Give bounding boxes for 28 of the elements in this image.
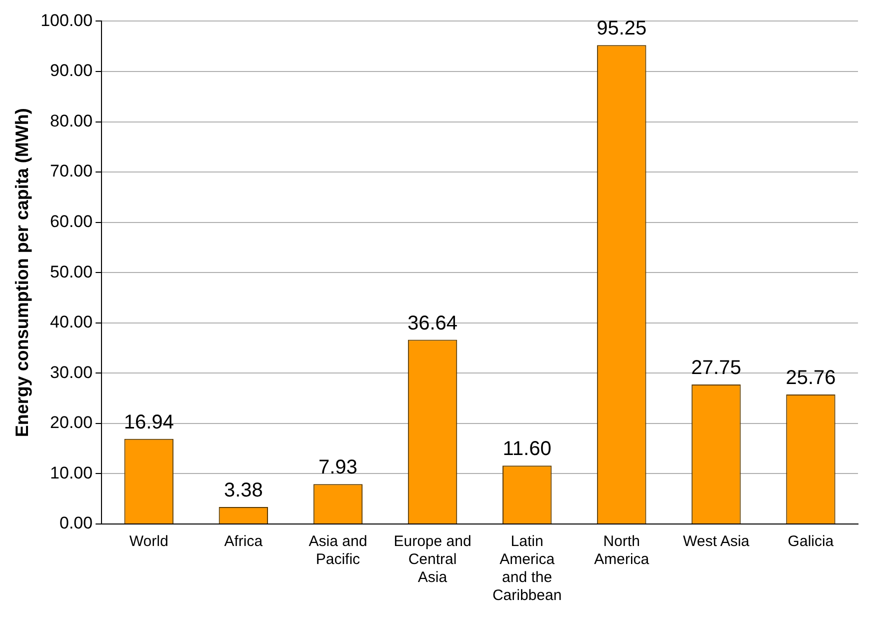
- y-tick-label: 50.00: [50, 262, 93, 282]
- y-tick-label: 90.00: [50, 61, 93, 80]
- x-tick-label: Europe and Central Asia: [394, 533, 472, 586]
- data-label: 95.25: [596, 18, 647, 40]
- data-label: 36.64: [407, 312, 458, 334]
- data-label: 16.94: [124, 411, 174, 434]
- y-tick-label: 10.00: [50, 463, 93, 482]
- data-label: 11.60: [502, 438, 552, 460]
- data-label: 25.76: [786, 366, 836, 389]
- y-tick-label: 100.00: [40, 10, 93, 30]
- x-tick-label: Latin America and the Caribbean: [492, 533, 562, 604]
- data-label: 3.38: [224, 480, 263, 502]
- x-tick-label: West Asia: [682, 533, 750, 550]
- x-tick-label: Africa: [224, 533, 264, 550]
- y-tick-label: 0.00: [60, 514, 93, 533]
- y-axis-title: Energy consumption per capita (MWh): [12, 108, 32, 438]
- y-tick-label: 70.00: [50, 162, 93, 181]
- y-tick-label: 20.00: [50, 413, 93, 432]
- data-label: 7.93: [318, 456, 358, 479]
- y-tick-label: 40.00: [50, 312, 93, 332]
- y-tick-label: 60.00: [50, 212, 93, 232]
- x-tick-label: World: [129, 533, 168, 550]
- data-label: 27.75: [691, 356, 742, 379]
- x-tick-label: North America: [594, 533, 650, 568]
- x-tick-label: Asia and Pacific: [308, 533, 368, 568]
- y-tick-label: 80.00: [50, 111, 93, 130]
- x-tick-label: Galicia: [788, 533, 834, 550]
- y-tick-label: 30.00: [50, 362, 93, 382]
